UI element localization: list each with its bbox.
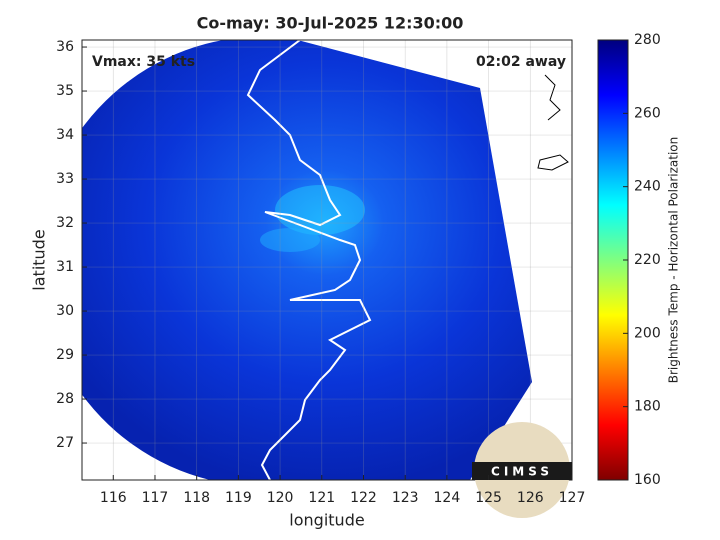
y-tick-label: 36 [56, 39, 74, 55]
axes-frame [81, 39, 573, 481]
x-tick-label: 125 [475, 490, 502, 506]
x-tick-label: 127 [559, 490, 586, 506]
x-tick-label: 117 [142, 490, 169, 506]
colorbar-label: Brightness Temp - Horizontal Polarizatio… [667, 137, 681, 384]
x-tick-label: 123 [392, 490, 419, 506]
colorbar-tick-label: 160 [634, 472, 661, 488]
colorbar-tick-label: 220 [634, 252, 661, 268]
y-tick-label: 29 [56, 347, 74, 363]
y-tick-label: 34 [56, 127, 74, 143]
y-tick-label: 35 [56, 83, 74, 99]
y-tick-label: 28 [56, 391, 74, 407]
x-tick-label: 121 [308, 490, 335, 506]
y-tick-label: 31 [56, 259, 74, 275]
colorbar-tick-label: 200 [634, 325, 661, 341]
x-tick-label: 120 [267, 490, 294, 506]
y-tick-label: 27 [56, 435, 74, 451]
y-axis-label: latitude [30, 229, 49, 290]
colorbar-tick-label: 240 [634, 179, 661, 195]
colorbar-tick-label: 180 [634, 399, 661, 415]
x-axis-label: longitude [289, 511, 364, 530]
x-tick-label: 126 [517, 490, 544, 506]
y-tick-label: 32 [56, 215, 74, 231]
annotation: Vmax: 35 kts [92, 54, 195, 70]
y-tick-label: 30 [56, 303, 74, 319]
logo: CIMSS [472, 422, 572, 518]
colorbar-tick-label: 280 [634, 32, 661, 48]
y-tick-label: 33 [56, 171, 74, 187]
x-tick-label: 118 [183, 490, 210, 506]
satellite-image [82, 40, 569, 480]
x-tick-label: 116 [100, 490, 127, 506]
x-tick-label: 119 [225, 490, 252, 506]
x-tick-label: 122 [350, 490, 377, 506]
x-tick-label: 124 [434, 490, 461, 506]
colorbar-tick-label: 260 [634, 105, 661, 121]
chart-title: Co-may: 30-Jul-2025 12:30:00 [197, 14, 464, 33]
logo-text: CIMSS [491, 465, 553, 479]
annotation: 02:02 away [476, 54, 566, 70]
